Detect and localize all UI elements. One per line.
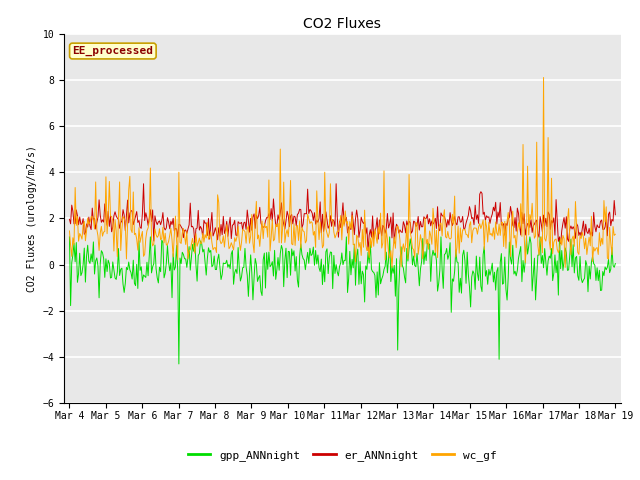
er_ANNnight: [399, 219, 407, 225]
wc_gf: [236, 238, 243, 244]
wc_gf: [540, 74, 547, 80]
gpp_ANNnight: [175, 361, 182, 367]
wc_gf: [66, 228, 74, 234]
gpp_ANNnight: [237, 278, 244, 284]
gpp_ANNnight: [297, 241, 305, 247]
gpp_ANNnight: [66, 234, 74, 240]
er_ANNnight: [237, 220, 244, 226]
wc_gf: [296, 218, 303, 224]
gpp_ANNnight: [563, 250, 570, 255]
gpp_ANNnight: [611, 261, 619, 266]
wc_gf: [467, 219, 474, 225]
Line: er_ANNnight: er_ANNnight: [70, 184, 615, 251]
er_ANNnight: [140, 181, 147, 187]
gpp_ANNnight: [398, 263, 406, 268]
er_ANNnight: [469, 215, 477, 220]
er_ANNnight: [364, 248, 372, 253]
wc_gf: [397, 264, 405, 270]
gpp_ANNnight: [372, 295, 380, 300]
wc_gf: [611, 231, 619, 237]
er_ANNnight: [66, 216, 74, 222]
er_ANNnight: [373, 215, 381, 221]
Title: CO2 Fluxes: CO2 Fluxes: [303, 17, 381, 31]
er_ANNnight: [611, 212, 619, 217]
er_ANNnight: [297, 206, 305, 212]
wc_gf: [561, 264, 569, 270]
wc_gf: [564, 217, 572, 223]
wc_gf: [371, 226, 379, 232]
er_ANNnight: [564, 236, 572, 242]
Line: wc_gf: wc_gf: [70, 77, 615, 267]
Legend: gpp_ANNnight, er_ANNnight, wc_gf: gpp_ANNnight, er_ANNnight, wc_gf: [184, 446, 501, 466]
gpp_ANNnight: [468, 274, 476, 280]
Y-axis label: CO2 Fluxes (urology/m2/s): CO2 Fluxes (urology/m2/s): [27, 145, 37, 292]
Line: gpp_ANNnight: gpp_ANNnight: [70, 237, 615, 364]
Text: EE_processed: EE_processed: [72, 46, 154, 56]
